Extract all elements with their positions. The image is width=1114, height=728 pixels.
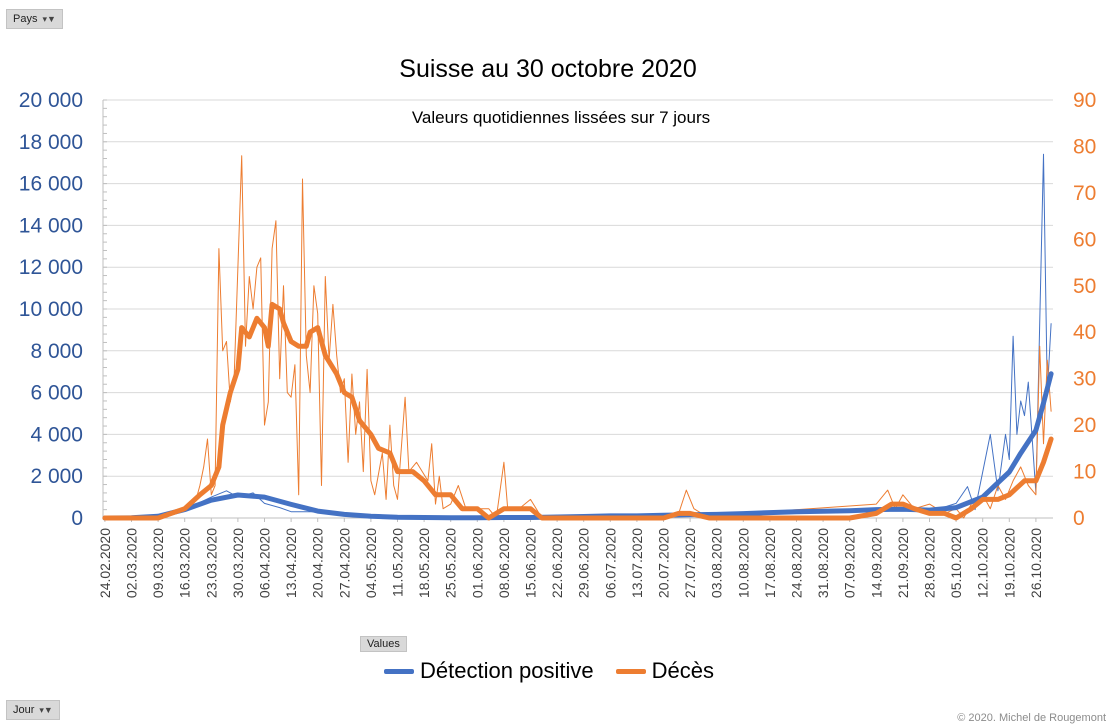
y-right-tick-label: 10 — [1073, 461, 1096, 484]
x-tick-label: 26.10.2020 — [1028, 528, 1044, 598]
x-tick-label: 15.06.2020 — [523, 528, 539, 598]
x-tick-label: 29.06.2020 — [576, 528, 592, 598]
x-tick-label: 28.09.2020 — [922, 528, 938, 598]
legend-item-deaths: Décès — [615, 658, 715, 684]
legend-swatch-deaths — [615, 668, 646, 674]
country-filter-button[interactable]: Pays ▾▼ — [6, 9, 63, 29]
x-tick-label: 22.06.2020 — [549, 528, 565, 598]
x-tick-label: 20.07.2020 — [656, 528, 672, 598]
x-tick-label: 06.04.2020 — [257, 528, 273, 598]
x-tick-label: 03.08.2020 — [709, 528, 725, 598]
x-tick-label: 16.03.2020 — [177, 528, 193, 598]
x-tick-label: 20.04.2020 — [310, 528, 326, 598]
x-tick-label: 14.09.2020 — [868, 528, 884, 598]
legend-label-deaths: Décès — [651, 658, 715, 683]
values-field-button[interactable]: Values — [360, 636, 407, 652]
y-left-tick-label: 14 000 — [19, 214, 83, 237]
filter-icon: ▾▼ — [42, 14, 56, 24]
day-filter-label: Jour — [13, 704, 35, 716]
x-tick-label: 13.04.2020 — [283, 528, 299, 598]
x-tick-label: 09.03.2020 — [150, 528, 166, 598]
legend: Détection positive Décès — [384, 658, 714, 684]
x-tick-label: 23.03.2020 — [203, 528, 219, 598]
x-tick-label: 02.03.2020 — [124, 528, 140, 598]
y-right-tick-label: 70 — [1073, 182, 1096, 205]
deaths-smoothed-line — [102, 301, 1054, 521]
y-left-tick-label: 16 000 — [19, 173, 83, 196]
y-right-tick-label: 0 — [1073, 507, 1085, 530]
x-tick-label: 21.09.2020 — [895, 528, 911, 598]
x-tick-label: 08.06.2020 — [496, 528, 512, 598]
y-left-tick-label: 0 — [71, 507, 83, 530]
x-tick-label: 17.08.2020 — [762, 528, 778, 598]
filter-icon: ▾▼ — [39, 705, 53, 715]
x-tick-label: 24.08.2020 — [789, 528, 805, 598]
positive-smoothed-line — [102, 371, 1054, 521]
y-left-tick-label: 4 000 — [30, 423, 83, 446]
x-tick-label: 18.05.2020 — [416, 528, 432, 598]
y-left-tick-label: 6 000 — [30, 382, 83, 405]
axes — [102, 99, 1037, 522]
y-right-tick-label: 50 — [1073, 275, 1096, 298]
country-filter-label: Pays — [13, 13, 38, 25]
copyright-notice: © 2020. Michel de Rougemont — [957, 712, 1106, 724]
y-right-tick-label: 60 — [1073, 228, 1096, 251]
x-tick-label: 31.08.2020 — [815, 528, 831, 598]
x-tick-label: 13.07.2020 — [629, 528, 645, 598]
x-tick-label: 11.05.2020 — [390, 528, 406, 597]
gridlines — [103, 99, 1053, 519]
deaths-daily-line — [104, 155, 1052, 519]
y-right-tick-label: 30 — [1073, 368, 1096, 391]
legend-label-positive: Détection positive — [420, 658, 594, 683]
y-right-tick-label: 20 — [1073, 414, 1096, 437]
y-left-tick-label: 10 000 — [19, 298, 83, 321]
chart-title: Suisse au 30 octobre 2020 — [399, 55, 696, 83]
tick-labels: 0 2 000 4 000 6 000 8 000 10 000 12 000 14 000 1… — [19, 89, 1097, 598]
legend-swatch-positive — [384, 668, 414, 674]
y-left-tick-label: 2 000 — [30, 465, 83, 488]
x-tick-label: 07.09.2020 — [842, 528, 858, 598]
x-tick-label: 24.02.2020 — [97, 528, 113, 598]
series-lines — [102, 153, 1054, 521]
x-tick-label: 27.07.2020 — [682, 528, 698, 598]
values-field-label: Values — [367, 638, 400, 650]
y-right-tick-label: 80 — [1073, 135, 1096, 158]
y-left-tick-label: 20 000 — [19, 89, 83, 112]
legend-item-positive: Détection positive — [384, 658, 594, 684]
y-right-tick-label: 90 — [1073, 89, 1096, 112]
x-tick-label: 27.04.2020 — [336, 528, 352, 598]
y-left-tick-label: 8 000 — [30, 340, 83, 363]
chart-subtitle: Valeurs quotidiennes lissées sur 7 jours — [412, 108, 710, 127]
y-right-tick-label: 40 — [1073, 321, 1096, 344]
x-tick-label: 10.08.2020 — [735, 528, 751, 598]
x-tick-label: 05.10.2020 — [948, 528, 964, 598]
x-tick-label: 25.05.2020 — [443, 528, 459, 598]
x-tick-label: 19.10.2020 — [1001, 528, 1017, 598]
y-left-tick-label: 18 000 — [19, 131, 83, 154]
x-tick-label: 01.06.2020 — [469, 528, 485, 598]
x-tick-label: 06.07.2020 — [602, 528, 618, 598]
x-tick-label: 12.10.2020 — [975, 528, 991, 598]
x-tick-label: 30.03.2020 — [230, 528, 246, 598]
y-left-tick-label: 12 000 — [19, 256, 83, 279]
day-filter-button[interactable]: Jour ▾▼ — [6, 700, 60, 720]
x-tick-label: 04.05.2020 — [363, 528, 379, 598]
